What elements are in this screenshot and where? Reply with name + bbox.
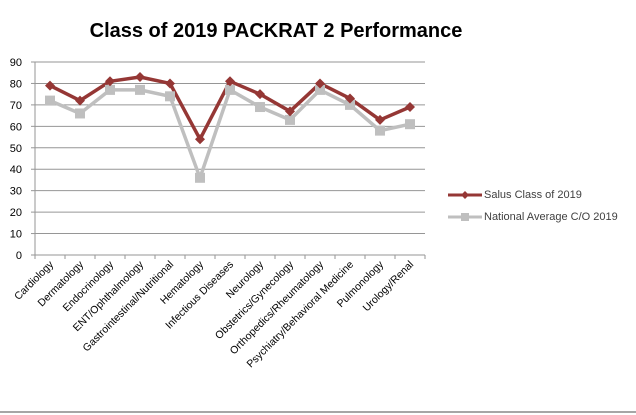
data-point-national [285, 114, 295, 125]
data-point-national [345, 99, 355, 110]
y-tick-label: 20 [10, 207, 22, 219]
data-point-national [225, 84, 235, 95]
data-point-national [255, 102, 265, 113]
y-tick-label: 70 [10, 100, 22, 112]
legend-item-national: National Average C/O 2019 [448, 206, 618, 228]
legend-item-salus: Salus Class of 2019 [448, 184, 618, 206]
y-tick-label: 10 [10, 229, 22, 241]
data-point-national [375, 125, 385, 136]
y-tick-label: 50 [10, 143, 22, 155]
data-point-salus [105, 76, 115, 87]
y-tick-label: 40 [10, 164, 22, 176]
legend-marker-square-icon [448, 213, 482, 221]
legend-label: Salus Class of 2019 [484, 189, 582, 201]
data-point-national [135, 84, 145, 95]
data-point-salus [135, 72, 145, 83]
y-tick-label: 80 [10, 78, 22, 90]
data-point-salus [315, 78, 325, 89]
data-point-salus [45, 80, 55, 91]
chart-title: Class of 2019 PACKRAT 2 Performance [89, 20, 463, 42]
data-point-national [195, 172, 205, 183]
data-point-national [105, 84, 115, 95]
data-point-salus [225, 76, 235, 87]
data-point-salus [375, 114, 385, 125]
data-point-salus [75, 95, 85, 106]
legend-label: National Average C/O 2019 [484, 211, 618, 223]
data-point-national [45, 95, 55, 106]
y-tick-label: 90 [10, 57, 22, 69]
data-point-national [405, 119, 415, 130]
chart-border [0, 411, 636, 413]
data-point-salus [255, 89, 265, 100]
y-tick-label: 0 [16, 250, 22, 262]
data-point-salus [195, 134, 205, 145]
data-point-salus [285, 106, 295, 117]
legend-marker-diamond-icon [448, 191, 482, 199]
data-point-salus [165, 78, 175, 89]
legend: Salus Class of 2019 National Average C/O… [448, 184, 618, 228]
y-tick-label: 60 [10, 121, 22, 133]
y-tick-label: 30 [10, 186, 22, 198]
data-point-salus [345, 93, 355, 104]
data-point-salus [405, 102, 415, 113]
data-point-national [75, 108, 85, 119]
data-point-national [315, 84, 325, 95]
data-point-national [165, 91, 175, 102]
